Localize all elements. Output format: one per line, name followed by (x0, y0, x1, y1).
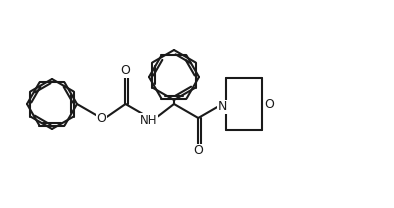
Text: O: O (121, 64, 130, 78)
Text: O: O (193, 145, 203, 157)
Text: O: O (264, 98, 275, 110)
Text: NH: NH (140, 114, 158, 126)
Text: O: O (96, 111, 106, 125)
Text: N: N (218, 100, 227, 114)
